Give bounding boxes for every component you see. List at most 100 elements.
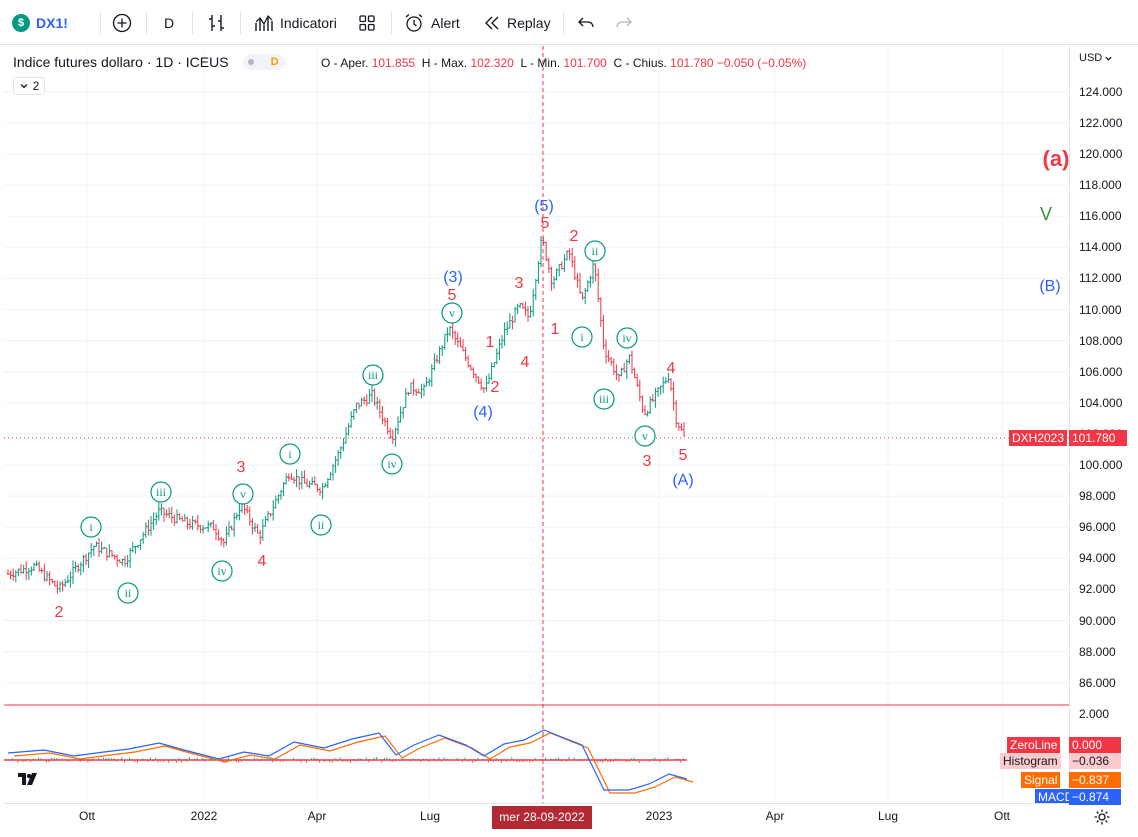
last-price-label: 101.780 bbox=[1069, 430, 1127, 446]
templates-button[interactable] bbox=[358, 0, 376, 45]
time-tick: Apr bbox=[307, 809, 327, 823]
chevron-down-icon bbox=[20, 84, 28, 89]
wave-label-roman: iii bbox=[368, 368, 379, 382]
undo-icon bbox=[578, 17, 594, 27]
rewind-icon bbox=[485, 16, 499, 29]
price-tick: 118.000 bbox=[1079, 178, 1122, 193]
indicator-value-label: −0.874 bbox=[1069, 789, 1121, 805]
wave-circle bbox=[80, 516, 102, 538]
chart-type-button[interactable] bbox=[206, 0, 228, 45]
wave-circle bbox=[381, 453, 403, 475]
wave-label-roman: ii bbox=[318, 518, 325, 532]
chevron-down-icon bbox=[1105, 56, 1112, 61]
replay-label: Replay bbox=[507, 14, 551, 31]
indicators-label: Indicatori bbox=[280, 14, 337, 31]
tradingview-logo-icon bbox=[18, 773, 37, 785]
currency-select[interactable]: USD bbox=[1079, 52, 1113, 64]
wave-label: 4 bbox=[258, 553, 267, 570]
wave-circle bbox=[310, 514, 332, 536]
indicator-count: 2 bbox=[32, 79, 40, 93]
price-tick: 86.000 bbox=[1079, 675, 1116, 690]
wave-label: (A) bbox=[672, 472, 693, 489]
price-tick: 94.000 bbox=[1079, 551, 1116, 566]
indicator-value-label: −0.036 bbox=[1069, 753, 1121, 769]
elliott-wave-labels: (a)V(B)(5)5(3)5(4)(A)234123412345iiiiiii… bbox=[55, 146, 1070, 621]
price-tick: 108.000 bbox=[1079, 333, 1123, 348]
price-tick: 110.000 bbox=[1079, 302, 1122, 317]
wave-label-roman: iv bbox=[622, 331, 631, 345]
symbol-badge-icon: $ bbox=[12, 13, 30, 32]
alert-button[interactable]: Alert bbox=[404, 0, 460, 45]
tradingview-logo[interactable] bbox=[17, 771, 41, 789]
wave-label-roman: iii bbox=[156, 485, 167, 499]
price-tick: 96.000 bbox=[1079, 520, 1116, 535]
replay-button[interactable]: Replay bbox=[482, 0, 551, 45]
undo-button[interactable] bbox=[576, 0, 596, 45]
symbol-label: DX1! bbox=[36, 14, 68, 31]
bars-chart-icon bbox=[209, 14, 224, 31]
interval-button[interactable]: D bbox=[164, 0, 174, 45]
wave-label: V bbox=[1040, 204, 1052, 224]
legend-collapse-button[interactable]: 2 bbox=[13, 77, 45, 95]
wave-label-roman: i bbox=[288, 447, 292, 461]
symbol-button[interactable]: $ DX1! bbox=[12, 0, 68, 45]
chart-grid bbox=[4, 46, 1069, 803]
wave-label: 2 bbox=[570, 228, 579, 245]
open-value: 101.855 bbox=[371, 56, 416, 70]
low-value: 101.700 bbox=[563, 56, 607, 70]
time-scale[interactable]: Ott 2022 Apr Lug 2023 Apr Lug Ott mer 28-09-202… bbox=[4, 803, 1069, 837]
wave-label: (3) bbox=[443, 269, 463, 286]
wave-circle bbox=[150, 481, 172, 503]
price-tick: 90.000 bbox=[1079, 613, 1116, 628]
change-value: −0.050 (−0.05%) bbox=[716, 56, 807, 70]
price-tick: 114.000 bbox=[1079, 240, 1122, 255]
wave-label-roman: i bbox=[89, 520, 93, 534]
time-tick: Apr bbox=[765, 809, 785, 823]
indicators-icon bbox=[255, 14, 273, 31]
source-badge[interactable]: D bbox=[242, 54, 285, 70]
compare-button[interactable] bbox=[112, 0, 132, 45]
wave-label-roman: iii bbox=[599, 392, 610, 406]
price-tick: 122.000 bbox=[1079, 115, 1123, 130]
indicator-name-label: Histogram bbox=[1000, 753, 1061, 769]
wave-label: 1 bbox=[486, 334, 495, 351]
wave-label: 2 bbox=[55, 604, 64, 621]
redo-button[interactable] bbox=[614, 0, 634, 45]
indicators-button[interactable]: Indicatori bbox=[254, 0, 337, 45]
wave-circle bbox=[211, 560, 233, 582]
price-tick: 106.000 bbox=[1079, 364, 1123, 379]
top-toolbar: $ DX1! D Indicatori Alert Replay bbox=[0, 0, 1138, 45]
indicator-name-label: ZeroLine bbox=[1007, 737, 1061, 753]
wave-circle bbox=[616, 327, 638, 349]
macd-indicator bbox=[4, 729, 694, 794]
indicator-name-label: MACD bbox=[1035, 789, 1077, 805]
wave-circle bbox=[584, 240, 606, 262]
wave-label: 5 bbox=[448, 287, 457, 304]
price-tick: 120.000 bbox=[1079, 147, 1123, 161]
ohlc-values: O - Aper. 101.855 H - Max. 102.320 L - M… bbox=[321, 56, 806, 70]
open-label: O - Aper. bbox=[321, 56, 369, 70]
wave-label-roman: ii bbox=[125, 586, 132, 600]
grid-icon bbox=[359, 14, 375, 31]
price-scale[interactable]: USD 124.000 122.000 120.000 118.000 116.000 1… bbox=[1069, 46, 1138, 803]
wave-label: (a) bbox=[1043, 146, 1070, 171]
wave-label-roman: iv bbox=[217, 564, 226, 578]
macd-tick: 2.000 bbox=[1079, 707, 1110, 721]
settings-button[interactable] bbox=[1093, 808, 1111, 831]
chart-title[interactable]: Indice futures dollaro · 1D · ICEUS bbox=[13, 54, 229, 70]
price-tick: 88.000 bbox=[1079, 644, 1116, 659]
wave-label-roman: iv bbox=[387, 457, 396, 471]
time-tick: Lug bbox=[419, 809, 441, 823]
interval-label: D bbox=[164, 14, 175, 31]
time-tick: Ott bbox=[993, 809, 1010, 823]
wave-label: 3 bbox=[515, 275, 524, 292]
alert-label: Alert bbox=[431, 14, 460, 31]
wave-circle bbox=[571, 326, 593, 348]
crosshair-date-label: mer 28-09-2022 bbox=[492, 806, 592, 829]
source-badge-label: D bbox=[270, 56, 279, 68]
chart-pane[interactable]: (a)V(B)(5)5(3)5(4)(A)234123412345iiiiiii… bbox=[4, 46, 1138, 837]
wave-label: 3 bbox=[643, 453, 652, 470]
price-tick: 100.000 bbox=[1079, 458, 1123, 472]
redo-icon bbox=[616, 17, 632, 27]
wave-label: (B) bbox=[1039, 278, 1060, 295]
